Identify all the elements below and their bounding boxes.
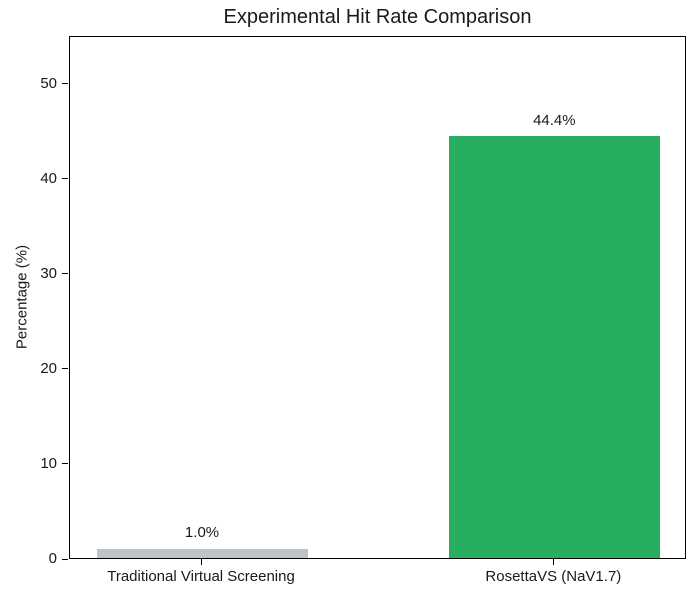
y-tick-label: 20 [40, 359, 57, 377]
x-tick-mark [200, 559, 202, 565]
y-axis-label: Percentage (%) [13, 244, 31, 350]
y-tick-mark [62, 83, 68, 85]
bar-value-label: 1.0% [184, 524, 220, 542]
y-tick-mark [62, 178, 68, 180]
bar-value-label: 44.4% [533, 111, 576, 129]
y-tick-label: 40 [40, 169, 57, 187]
y-tick-label: 0 [48, 550, 57, 567]
y-tick-label: 10 [40, 454, 57, 472]
y-tick-mark [62, 558, 68, 560]
x-tick-label-traditional-virtual-screening: Traditional Virtual Screening [107, 568, 295, 585]
bar-rosettavs-nav1-7 [449, 135, 660, 558]
chart-title: Experimental Hit Rate Comparison [223, 6, 532, 28]
plot-area: 1.0% 44.4% [69, 36, 686, 559]
y-tick-mark [62, 273, 68, 275]
x-tick-mark [552, 559, 554, 565]
y-tick-label: 30 [40, 264, 57, 282]
y-tick-mark [62, 463, 68, 465]
y-tick-mark [62, 368, 68, 370]
bar-traditional-virtual-screening [97, 548, 308, 558]
y-tick-label: 50 [40, 74, 57, 92]
x-tick-label-rosettavs-nav1-7: RosettaVS (NaV1.7) [485, 568, 622, 585]
